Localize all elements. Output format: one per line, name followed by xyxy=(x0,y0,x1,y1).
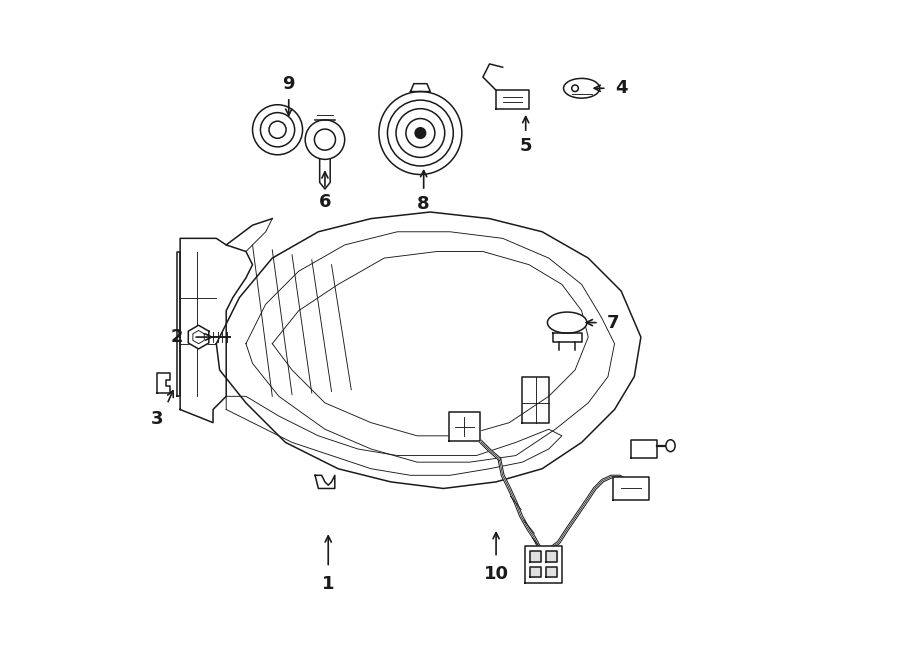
Polygon shape xyxy=(158,373,170,393)
Polygon shape xyxy=(546,566,556,577)
Text: 8: 8 xyxy=(418,195,430,213)
Text: 5: 5 xyxy=(519,137,532,155)
Polygon shape xyxy=(530,566,541,577)
Polygon shape xyxy=(496,91,529,108)
Circle shape xyxy=(253,104,302,155)
Circle shape xyxy=(415,128,426,138)
Circle shape xyxy=(269,121,286,138)
Polygon shape xyxy=(216,212,641,488)
Polygon shape xyxy=(176,252,180,397)
Circle shape xyxy=(388,100,454,166)
Ellipse shape xyxy=(563,79,599,98)
Polygon shape xyxy=(522,377,549,422)
Polygon shape xyxy=(530,551,541,562)
Polygon shape xyxy=(553,333,581,342)
Polygon shape xyxy=(180,239,253,422)
Text: 6: 6 xyxy=(319,193,331,211)
Polygon shape xyxy=(631,440,657,458)
Polygon shape xyxy=(546,551,556,562)
Circle shape xyxy=(314,129,336,150)
Circle shape xyxy=(396,108,445,157)
Text: 3: 3 xyxy=(151,410,163,428)
Circle shape xyxy=(379,92,462,175)
Polygon shape xyxy=(449,412,481,441)
Text: 9: 9 xyxy=(283,75,295,93)
Text: 1: 1 xyxy=(322,575,335,593)
Text: 7: 7 xyxy=(607,313,619,332)
Text: 4: 4 xyxy=(615,79,627,97)
Polygon shape xyxy=(525,546,562,582)
Polygon shape xyxy=(613,477,650,500)
Text: 2: 2 xyxy=(171,328,183,346)
Polygon shape xyxy=(315,475,335,488)
Circle shape xyxy=(572,85,579,92)
Circle shape xyxy=(305,120,345,159)
Ellipse shape xyxy=(547,312,587,333)
Polygon shape xyxy=(226,397,562,475)
Ellipse shape xyxy=(666,440,675,451)
Text: 10: 10 xyxy=(483,565,508,583)
Polygon shape xyxy=(188,325,209,349)
Circle shape xyxy=(406,118,435,147)
Circle shape xyxy=(260,112,294,147)
